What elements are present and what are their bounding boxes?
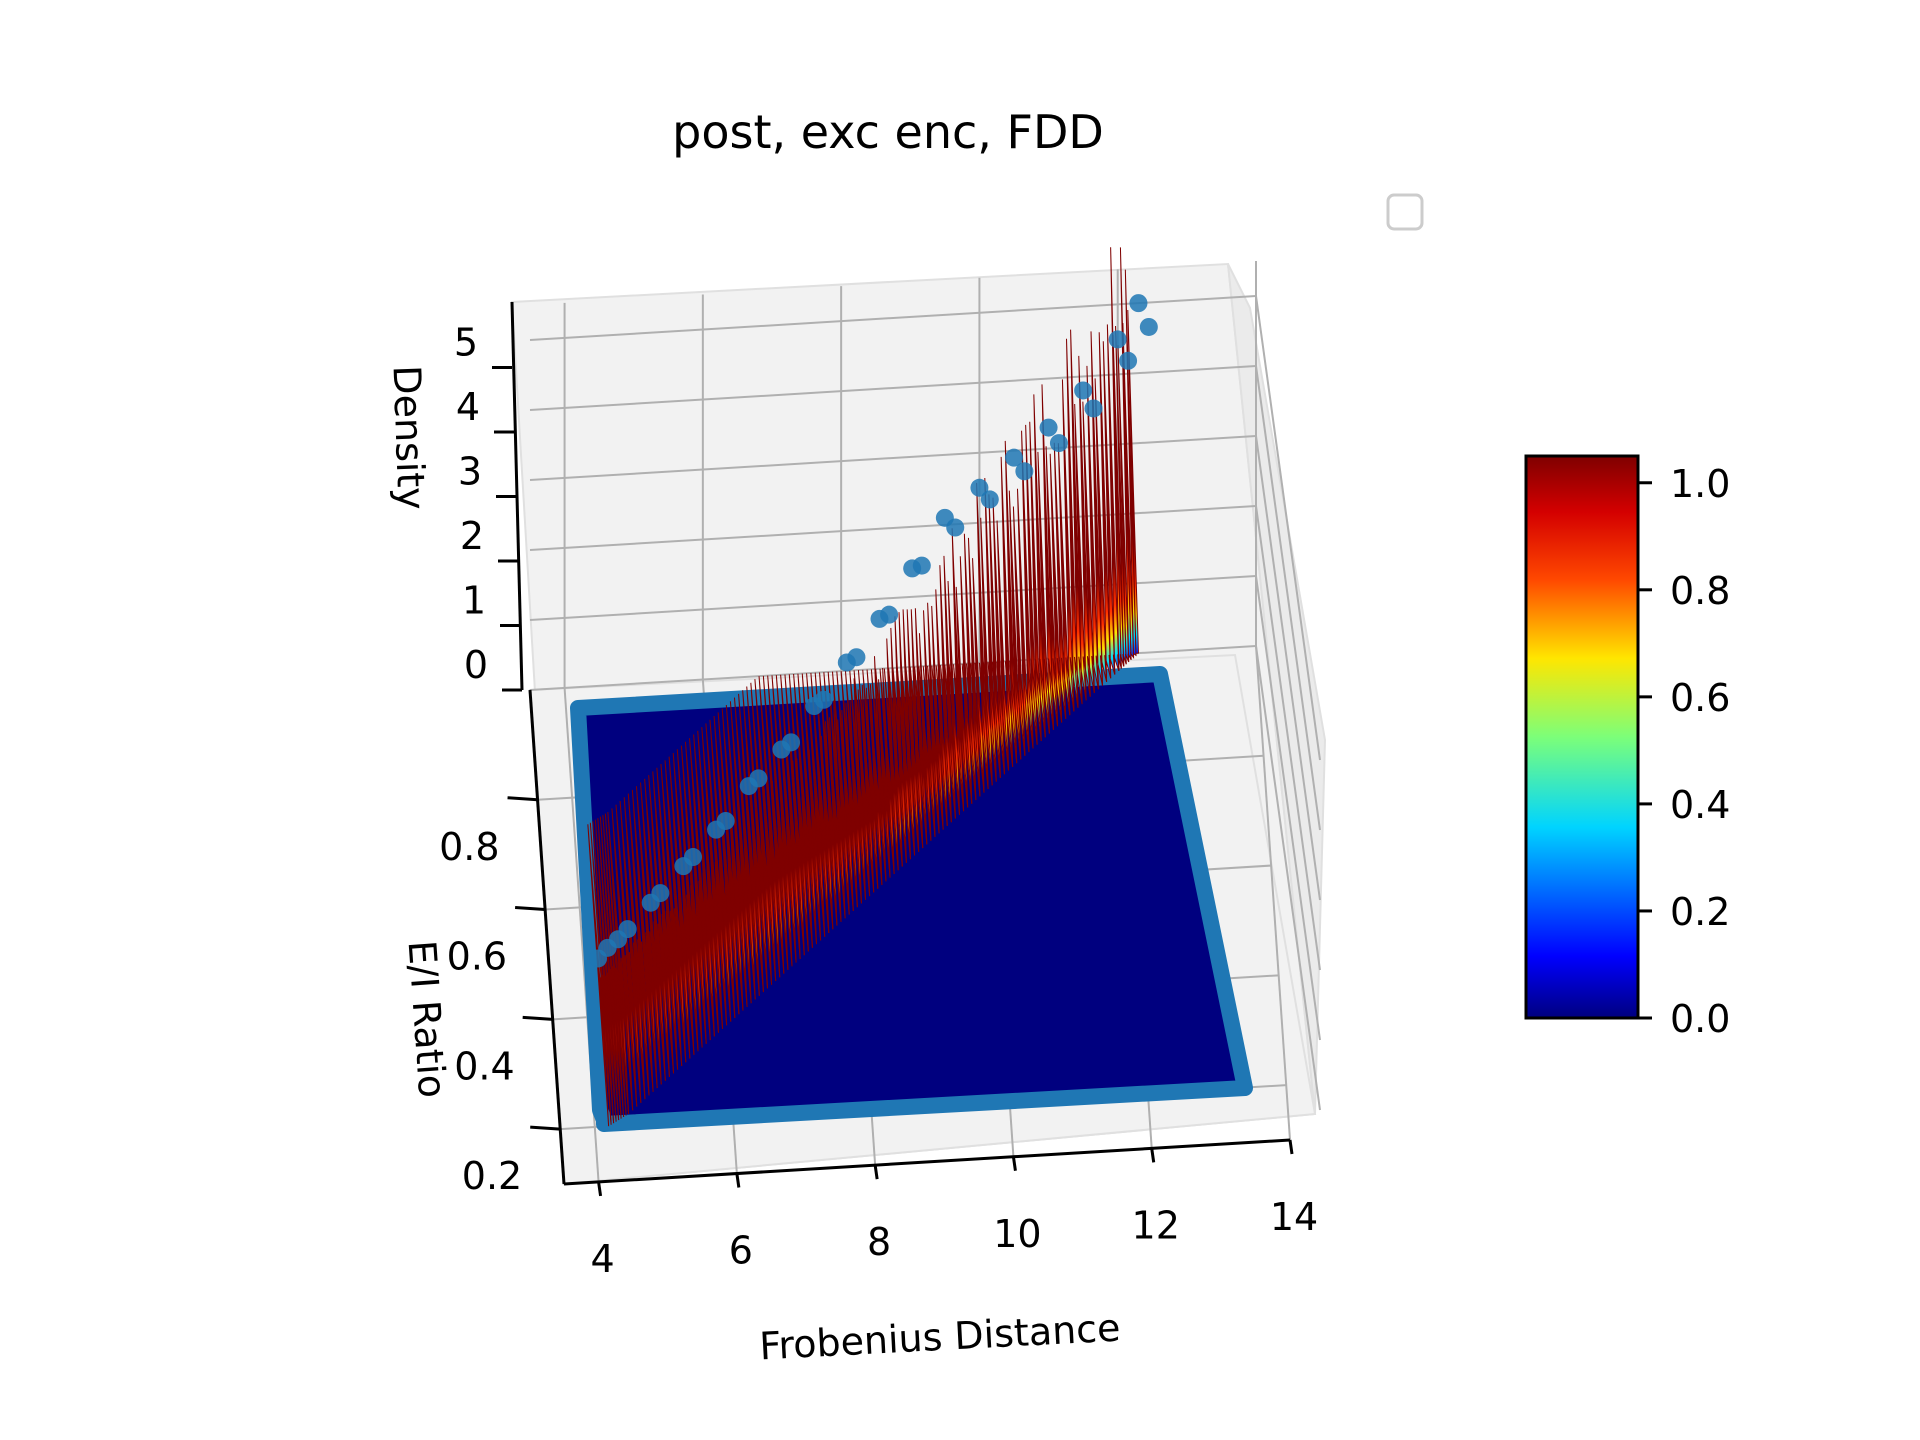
z-axis-label: Density xyxy=(384,365,433,511)
colorbar-tick-label: 1.0 xyxy=(1670,462,1730,506)
colorbar-gradient xyxy=(1524,454,1640,1020)
colorbar-tick-label: 0.4 xyxy=(1670,783,1730,827)
scatter-point xyxy=(946,518,965,537)
colorbar-tick-label: 0.6 xyxy=(1670,676,1730,720)
scatter-point xyxy=(1129,294,1148,313)
x-axis-label: Frobenius Distance xyxy=(758,1306,1121,1369)
y-tick-label: 0.6 xyxy=(447,935,507,979)
z-tick-label: 2 xyxy=(460,514,484,558)
x-tick-labels: 4 6 8 10 12 14 xyxy=(590,1139,1318,1281)
grid-z-side-5 xyxy=(1255,295,1321,761)
scatter-point xyxy=(1119,351,1138,370)
x-tick-mark xyxy=(1288,1139,1294,1155)
z-tick-labels: 0 1 2 3 4 5 xyxy=(454,321,522,692)
scatter-point xyxy=(716,811,735,830)
colorbar-ticks: 0.0 0.2 0.4 0.6 0.8 1.0 xyxy=(1638,462,1730,1041)
y-tick-mark xyxy=(530,1125,561,1131)
scatter-point xyxy=(782,733,801,752)
scatter-point xyxy=(847,648,866,667)
colorbar-tick-label: 0.0 xyxy=(1670,997,1730,1041)
scatter-point xyxy=(1139,317,1158,336)
grid-z-side-3 xyxy=(1255,435,1321,901)
scatter-point xyxy=(651,884,670,903)
x-tick-label: 14 xyxy=(1270,1195,1318,1239)
y-axis-line xyxy=(528,689,566,1185)
x-tick-mark xyxy=(597,1181,603,1197)
y-tick-labels: 0.2 0.4 0.6 0.8 xyxy=(439,796,561,1198)
colorbar-tick-label: 0.2 xyxy=(1670,890,1730,934)
scatter-point xyxy=(970,478,989,497)
grid-z-4 xyxy=(529,365,1257,411)
scatter-point xyxy=(814,690,833,709)
y-tick-mark xyxy=(522,1015,553,1021)
grid-z-side-1 xyxy=(1255,575,1321,1041)
x-tick-label: 6 xyxy=(729,1229,753,1273)
scatter-point xyxy=(880,605,899,624)
density-scatter-points xyxy=(589,294,1158,968)
y-tick-mark xyxy=(507,796,538,802)
legend-box xyxy=(1386,193,1424,231)
colorbar-tick-label: 0.8 xyxy=(1670,569,1730,613)
y-tick-label: 0.8 xyxy=(439,825,499,869)
x-tick-label: 10 xyxy=(993,1212,1041,1256)
colorbar: 0.0 0.2 0.4 0.6 0.8 1.0 xyxy=(1524,454,1730,1041)
z-tick-label: 3 xyxy=(458,450,482,494)
x-tick-mark xyxy=(735,1173,741,1188)
scatter-point xyxy=(1039,418,1058,437)
grid-x-14 xyxy=(1255,645,1291,1141)
x-tick-mark xyxy=(1150,1148,1156,1163)
scatter-point xyxy=(1015,462,1034,481)
scatter-point xyxy=(684,848,703,867)
ridge-spike xyxy=(1127,309,1139,656)
y-axis-label: E/I Ratio xyxy=(400,939,455,1099)
x-tick-label: 8 xyxy=(867,1220,891,1264)
grid-z-side-0 xyxy=(1255,645,1321,1111)
scatter-point xyxy=(980,490,999,509)
x-axis-line xyxy=(563,1138,1291,1186)
x-tick-mark xyxy=(873,1164,879,1180)
z-tick-label: 4 xyxy=(456,385,480,429)
scatter-point xyxy=(912,556,931,575)
scatter-point xyxy=(1074,381,1093,400)
scatter-point xyxy=(749,769,768,788)
scatter-point xyxy=(1049,434,1068,453)
y-tick-label: 0.2 xyxy=(462,1154,522,1198)
scatter-point xyxy=(618,920,637,939)
x-tick-mark xyxy=(1011,1156,1017,1171)
grid-z-side-4 xyxy=(1255,365,1321,831)
z-tick-label: 0 xyxy=(464,643,488,687)
density-ridge xyxy=(587,247,1139,1127)
x-tick-label: 4 xyxy=(590,1237,614,1281)
scatter-point xyxy=(1108,330,1127,349)
x-tick-label: 12 xyxy=(1132,1203,1180,1247)
axis-lines xyxy=(510,301,1291,1186)
z-tick-label: 1 xyxy=(462,579,486,623)
z-axis-line xyxy=(510,301,524,691)
chart-title: post, exc enc, FDD xyxy=(672,105,1104,159)
z-tick-label: 5 xyxy=(454,321,478,365)
grid-z-3 xyxy=(529,435,1257,481)
grid-z-side-2 xyxy=(1255,505,1321,971)
y-tick-mark xyxy=(515,906,546,912)
scatter-point xyxy=(1005,448,1023,467)
grid-z-2 xyxy=(529,505,1257,551)
scatter-point xyxy=(1084,399,1103,418)
density-surface xyxy=(570,247,1253,1132)
y-tick-label: 0.4 xyxy=(454,1044,514,1088)
